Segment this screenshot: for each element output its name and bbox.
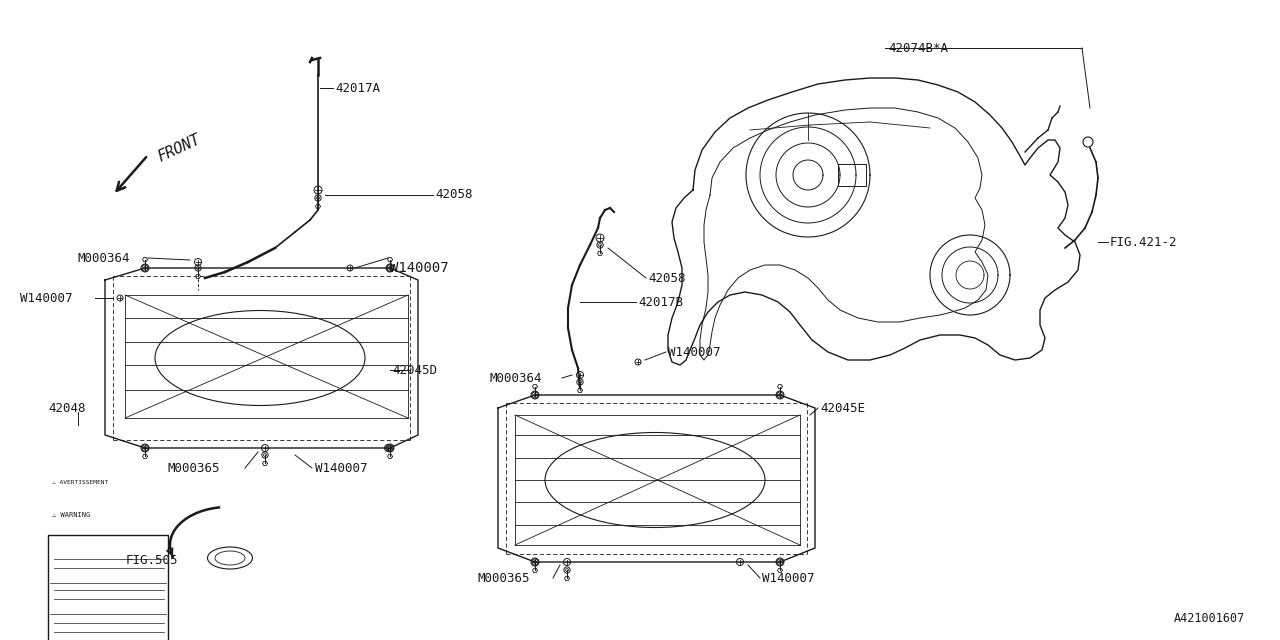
Text: 42058: 42058 [648, 271, 686, 285]
Text: W140007: W140007 [20, 291, 73, 305]
Text: W140007: W140007 [390, 261, 448, 275]
Bar [49, 535, 168, 640]
Text: FIG.421-2: FIG.421-2 [1110, 236, 1178, 248]
Text: FRONT: FRONT [155, 132, 202, 164]
Text: M000364: M000364 [490, 371, 543, 385]
Text: M000365: M000365 [168, 461, 220, 474]
Text: W140007: W140007 [315, 461, 367, 474]
Text: 42058: 42058 [435, 189, 472, 202]
Text: 42045E: 42045E [820, 401, 865, 415]
Text: M000364: M000364 [78, 252, 131, 264]
Text: 42048: 42048 [49, 401, 86, 415]
Text: FIG.505: FIG.505 [125, 554, 178, 566]
Bar [838, 164, 867, 186]
Text: W140007: W140007 [762, 572, 814, 584]
Text: ⚠ AVERTISSEMENT: ⚠ AVERTISSEMENT [52, 480, 109, 484]
Text: M000365: M000365 [477, 572, 530, 584]
Text: 42017B: 42017B [637, 296, 684, 308]
Text: ⚠ WARNING: ⚠ WARNING [52, 512, 91, 518]
Text: 42045D: 42045D [392, 364, 436, 376]
Text: A421001607: A421001607 [1174, 611, 1245, 625]
Text: 42017A: 42017A [335, 81, 380, 95]
Text: W140007: W140007 [668, 346, 721, 358]
Text: 42074B*A: 42074B*A [888, 42, 948, 54]
